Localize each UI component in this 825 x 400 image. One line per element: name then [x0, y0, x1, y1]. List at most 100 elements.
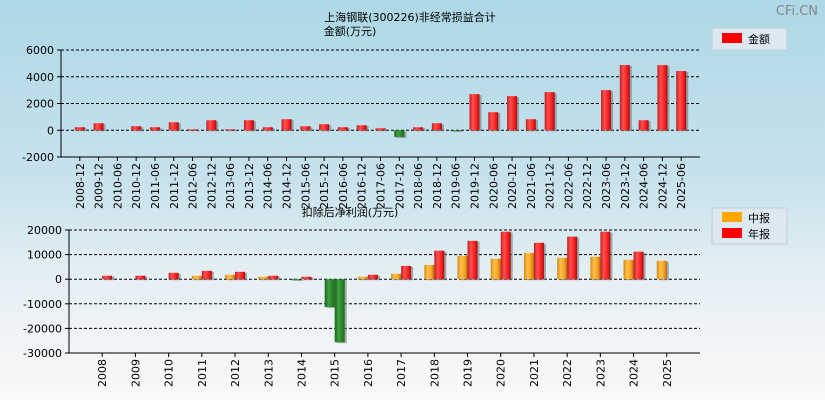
bar	[488, 112, 499, 131]
bar	[424, 264, 435, 280]
bar	[601, 90, 612, 131]
bar	[168, 272, 179, 280]
x-tick-label: 2016-06	[337, 163, 350, 209]
bar	[623, 259, 634, 280]
legend-label: 年报	[748, 227, 770, 241]
x-tick-label: 2010-12	[130, 163, 143, 209]
bar	[638, 120, 649, 131]
bottom-chart: 20000 10000 0 -10000 -20000 -30000 2008 2009 201…	[23, 224, 700, 387]
bar	[457, 255, 468, 280]
x-tick-label: 2016-12	[356, 163, 369, 209]
x-tick-label: 2010-06	[111, 163, 124, 209]
legend-bottom: 中报 年报	[711, 207, 788, 245]
bar	[500, 231, 511, 280]
y-tick-label: -30000	[23, 347, 62, 360]
bar	[324, 279, 335, 307]
bar	[633, 251, 644, 280]
bar	[258, 276, 269, 280]
bar	[268, 275, 279, 280]
y-tick-label: 2000	[26, 98, 54, 111]
y-tick-label: -2000	[22, 151, 54, 164]
bar	[243, 120, 254, 131]
x-tick-label: 2008	[96, 359, 109, 387]
bar	[191, 275, 202, 280]
y-tick-label: 0	[47, 124, 54, 137]
bar	[467, 240, 478, 280]
legend-swatch	[722, 228, 742, 238]
x-tick-label: 2017-06	[375, 163, 388, 209]
bar	[600, 231, 611, 280]
bar	[523, 252, 534, 280]
legend-label: 中报	[748, 211, 770, 225]
x-tick-label: 2014	[295, 359, 308, 387]
bar	[394, 130, 405, 137]
bar	[391, 273, 402, 280]
bar	[225, 274, 236, 280]
x-tick-label: 2021-06	[525, 163, 538, 209]
x-tick-label: 2014-06	[262, 163, 275, 209]
x-tick-label: 2025-06	[675, 163, 688, 209]
bar	[356, 125, 367, 131]
bar	[301, 276, 312, 280]
x-tick-label: 2013	[262, 359, 275, 387]
y-tick-label: 0	[55, 273, 62, 286]
x-tick-label: 2019-12	[468, 163, 481, 209]
x-tick-label: 2013-12	[243, 163, 256, 209]
bar	[235, 271, 246, 280]
x-tick-label: 2011-12	[168, 163, 181, 209]
x-tick-label: 2012-12	[205, 163, 218, 209]
bar	[93, 123, 104, 131]
bar	[206, 120, 217, 131]
y-tick-label: 6000	[26, 44, 54, 57]
bar	[149, 127, 160, 131]
x-tick-label: 2020	[495, 359, 508, 387]
bar	[281, 119, 292, 131]
x-tick-label: 2024-06	[638, 163, 651, 209]
x-tick-label: 2010	[163, 359, 176, 387]
x-tick-label: 2021	[528, 359, 541, 387]
legend-label: 金额	[748, 32, 770, 46]
bar	[590, 256, 601, 280]
x-tick-label: 2023-06	[600, 163, 613, 209]
x-tick-label: 2023	[594, 359, 607, 387]
bar	[490, 258, 501, 280]
bar	[401, 265, 412, 280]
y-tick-label: -20000	[23, 322, 62, 335]
x-tick-label: 2012	[229, 359, 242, 387]
chart2-title: 扣除后净利润(万元)	[302, 205, 399, 219]
bar	[300, 126, 311, 131]
x-tick-label: 2019	[462, 359, 475, 387]
legend-top: 金额	[711, 27, 788, 51]
bar	[201, 270, 212, 280]
x-tick-label: 2018-06	[412, 163, 425, 209]
bar	[102, 275, 113, 280]
x-tick-label: 2015-12	[318, 163, 331, 209]
x-tick-label: 2008-12	[74, 163, 87, 209]
bar	[533, 242, 544, 280]
x-tick-label: 2017	[395, 359, 408, 387]
bar	[413, 127, 424, 131]
bar	[619, 65, 630, 131]
x-tick-label: 2022-06	[562, 163, 575, 209]
y-tick-label: 4000	[26, 71, 54, 84]
x-tick-label: 2022-12	[581, 163, 594, 209]
x-tick-label: 2014-12	[281, 163, 294, 209]
bar	[657, 65, 668, 131]
bar	[367, 274, 378, 280]
bar	[525, 119, 536, 131]
x-tick-label: 2025	[661, 359, 674, 387]
bar	[357, 276, 368, 280]
bar	[291, 279, 302, 281]
x-tick-label: 2023-12	[619, 163, 632, 209]
x-tick-label: 2016	[362, 359, 375, 387]
watermark: CFi.CN	[776, 4, 818, 19]
top-chart: 6000 4000 2000 0 -2000 2008-12 2009-12 2010-06 2…	[22, 44, 700, 209]
x-tick-label: 2020-12	[506, 163, 519, 209]
x-tick-label: 2009	[129, 359, 142, 387]
bar	[187, 129, 198, 131]
bar	[557, 257, 568, 280]
legend-swatch	[722, 212, 742, 222]
x-tick-label: 2018-12	[431, 163, 444, 209]
